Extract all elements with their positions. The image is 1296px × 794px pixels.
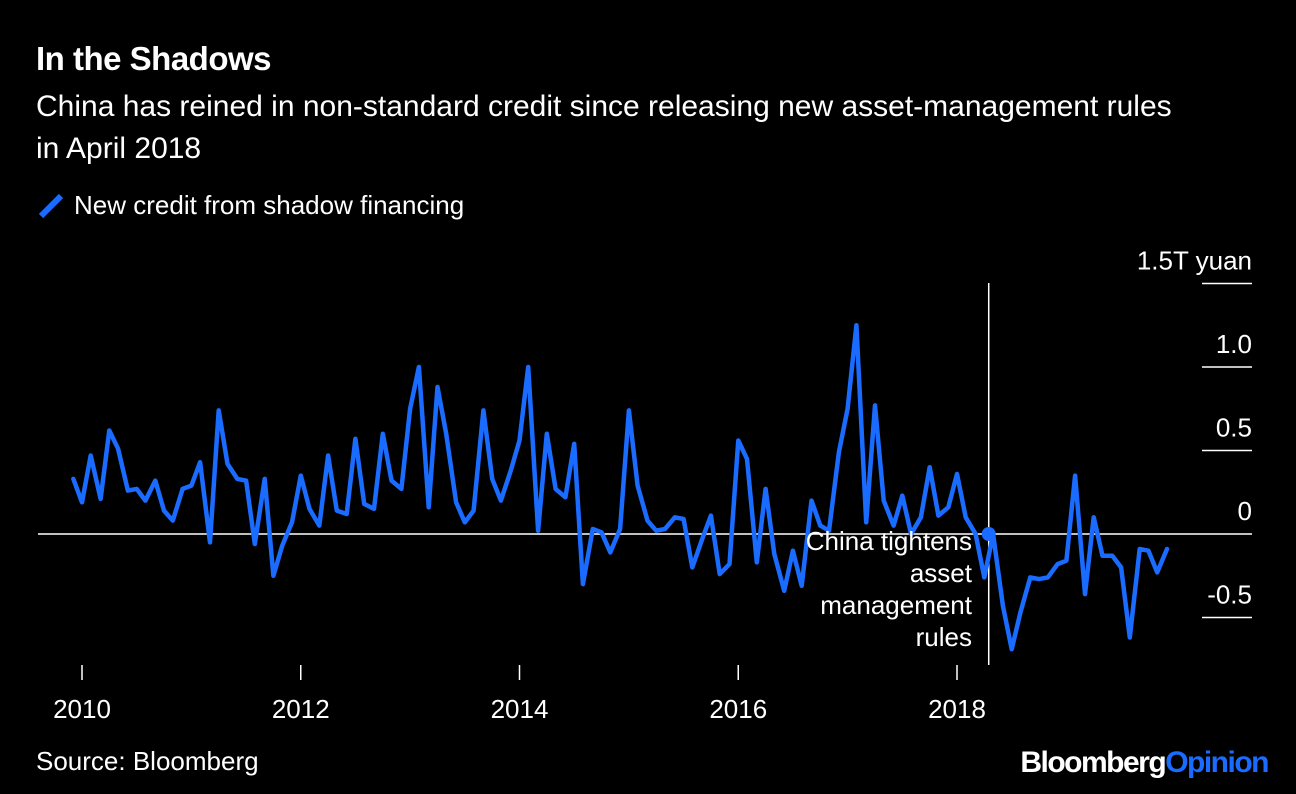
x-tick-label: 2010 — [53, 694, 111, 724]
annotation-text: asset — [910, 558, 973, 588]
series-line-shadow-financing — [71, 323, 1170, 652]
y-tick-label: 1.0 — [1216, 329, 1252, 359]
brand-logo: Bloomberg Opinion — [1020, 746, 1269, 780]
legend-line-icon — [38, 193, 64, 218]
annotation-text: rules — [916, 622, 972, 652]
x-tick-label: 2016 — [709, 694, 767, 724]
chart-title: In the Shadows — [36, 40, 272, 77]
x-tick-label: 2012 — [272, 694, 330, 724]
source-note: Source: Bloomberg — [36, 746, 259, 776]
legend: New credit from shadow financing — [36, 190, 464, 221]
x-tick-label: 2014 — [491, 694, 549, 724]
y-tick-label: 1.5T yuan — [1137, 246, 1252, 276]
brand-accent: Opinion — [1165, 746, 1269, 779]
y-tick-label: 0.5 — [1216, 413, 1252, 443]
annotation-text: China tightens — [806, 526, 972, 556]
annotation-marker — [981, 527, 996, 541]
y-tick-label: -0.5 — [1207, 580, 1252, 610]
legend-label: New credit from shadow financing — [74, 190, 465, 220]
x-tick-label: 2018 — [928, 694, 986, 724]
annotation-text: management — [820, 590, 973, 620]
y-tick-label: 0 — [1238, 496, 1252, 526]
chart-subtitle: China has reined in non-standard credit … — [36, 90, 1172, 165]
brand-main: Bloomberg — [1020, 746, 1166, 779]
